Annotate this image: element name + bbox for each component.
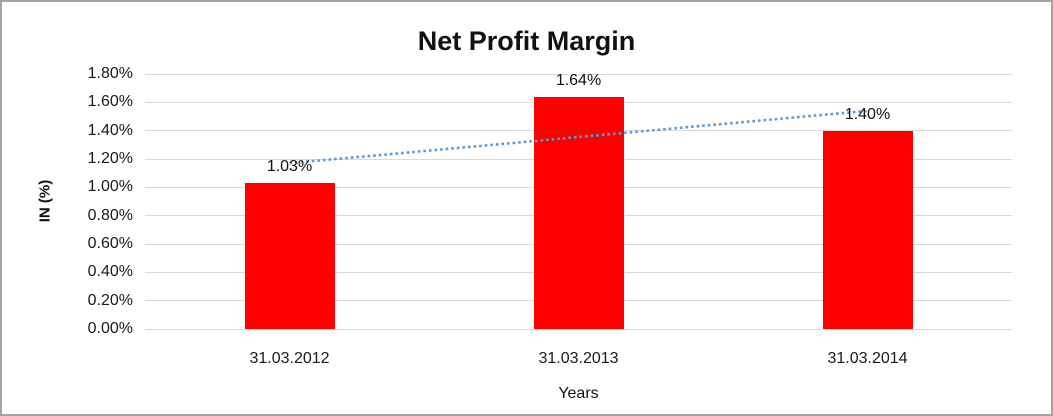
y-axis-tick-label: 0.40% (87, 263, 133, 281)
y-axis-tick-label: 1.40% (87, 121, 133, 139)
bar-value-label: 1.03% (266, 158, 313, 176)
bar-value-label: 1.40% (844, 105, 891, 123)
y-axis-tick-label: 1.20% (87, 150, 133, 167)
bar (533, 96, 624, 329)
y-axis-tick-label: 0.00% (87, 320, 133, 337)
y-axis-tick-label: 0.80% (87, 206, 133, 224)
gridline (145, 328, 1012, 330)
x-axis-category-label: 31.03.2013 (538, 350, 619, 367)
x-axis-category-label: 31.03.2014 (827, 350, 908, 367)
chart-title: Net Profit Margin (417, 26, 636, 56)
bar-value-label: 1.64% (555, 71, 602, 89)
x-axis-title: Years (558, 385, 599, 402)
y-axis-tick-label: 1.60% (87, 93, 133, 111)
y-axis-tick-label: 0.60% (87, 235, 133, 252)
gridline (145, 73, 1012, 75)
bar (822, 130, 913, 329)
y-axis-tick-label: 1.00% (87, 178, 133, 196)
y-axis-tick-label: 0.20% (87, 291, 133, 309)
bar (244, 183, 335, 329)
x-axis-category-label: 31.03.2012 (249, 350, 330, 367)
y-axis-tick-label: 1.80% (87, 65, 133, 82)
